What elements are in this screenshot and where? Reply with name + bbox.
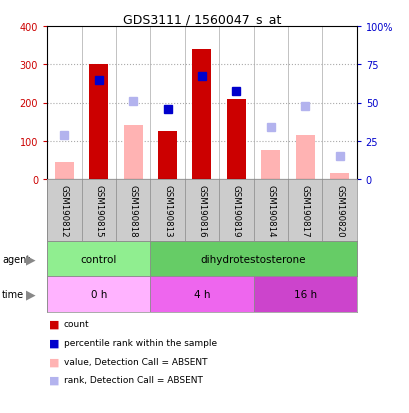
Bar: [226, 100, 245, 180]
Bar: [295, 136, 314, 180]
Text: GSM190813: GSM190813: [163, 184, 172, 237]
Text: 16 h: 16 h: [293, 289, 316, 299]
Text: ■: ■: [49, 356, 60, 366]
Bar: [55, 162, 74, 180]
Text: ▶: ▶: [26, 253, 36, 266]
Text: ■: ■: [49, 375, 60, 385]
Bar: [150, 242, 356, 277]
Text: percentile rank within the sample: percentile rank within the sample: [63, 338, 216, 347]
Text: GSM190817: GSM190817: [300, 184, 309, 237]
Bar: [192, 50, 211, 180]
Title: GDS3111 / 1560047_s_at: GDS3111 / 1560047_s_at: [122, 13, 281, 26]
Text: control: control: [80, 254, 117, 264]
Text: GSM190819: GSM190819: [231, 185, 240, 237]
Text: ■: ■: [49, 319, 60, 329]
Bar: [261, 151, 279, 180]
Text: GSM190820: GSM190820: [334, 184, 343, 237]
Bar: [150, 277, 253, 312]
Text: GSM190818: GSM190818: [128, 184, 137, 237]
Text: rank, Detection Call = ABSENT: rank, Detection Call = ABSENT: [63, 375, 202, 385]
Text: GSM190816: GSM190816: [197, 184, 206, 237]
Bar: [329, 174, 348, 180]
Text: ■: ■: [49, 338, 60, 348]
Bar: [124, 126, 142, 180]
Text: count: count: [63, 320, 89, 329]
Bar: [47, 242, 150, 277]
Text: GSM190815: GSM190815: [94, 184, 103, 237]
Text: GSM190812: GSM190812: [60, 184, 69, 237]
Text: 0 h: 0 h: [90, 289, 107, 299]
Text: 4 h: 4 h: [193, 289, 210, 299]
Text: GSM190814: GSM190814: [265, 184, 274, 237]
Bar: [253, 277, 356, 312]
Bar: [158, 132, 177, 180]
Text: dihydrotestosterone: dihydrotestosterone: [200, 254, 306, 264]
Bar: [89, 65, 108, 180]
Text: agent: agent: [2, 254, 30, 264]
Text: value, Detection Call = ABSENT: value, Detection Call = ABSENT: [63, 357, 207, 366]
Bar: [47, 277, 150, 312]
Text: ▶: ▶: [26, 288, 36, 301]
Text: time: time: [2, 289, 24, 299]
